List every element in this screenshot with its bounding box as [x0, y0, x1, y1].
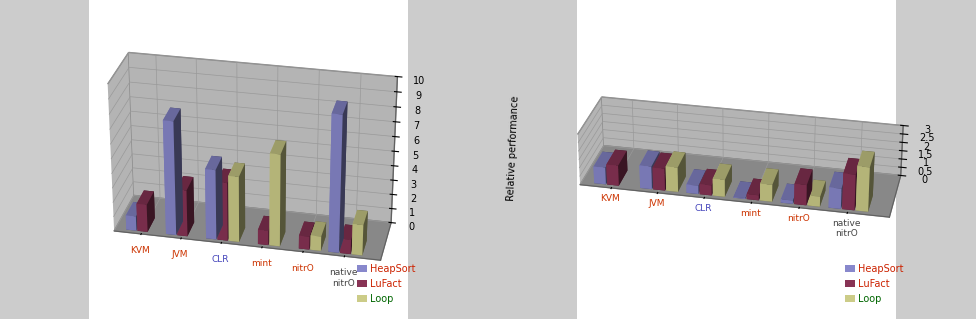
Legend: HeapSort, LuFact, Loop: HeapSort, LuFact, Loop [841, 260, 908, 308]
Legend: HeapSort, LuFact, Loop: HeapSort, LuFact, Loop [353, 260, 420, 308]
